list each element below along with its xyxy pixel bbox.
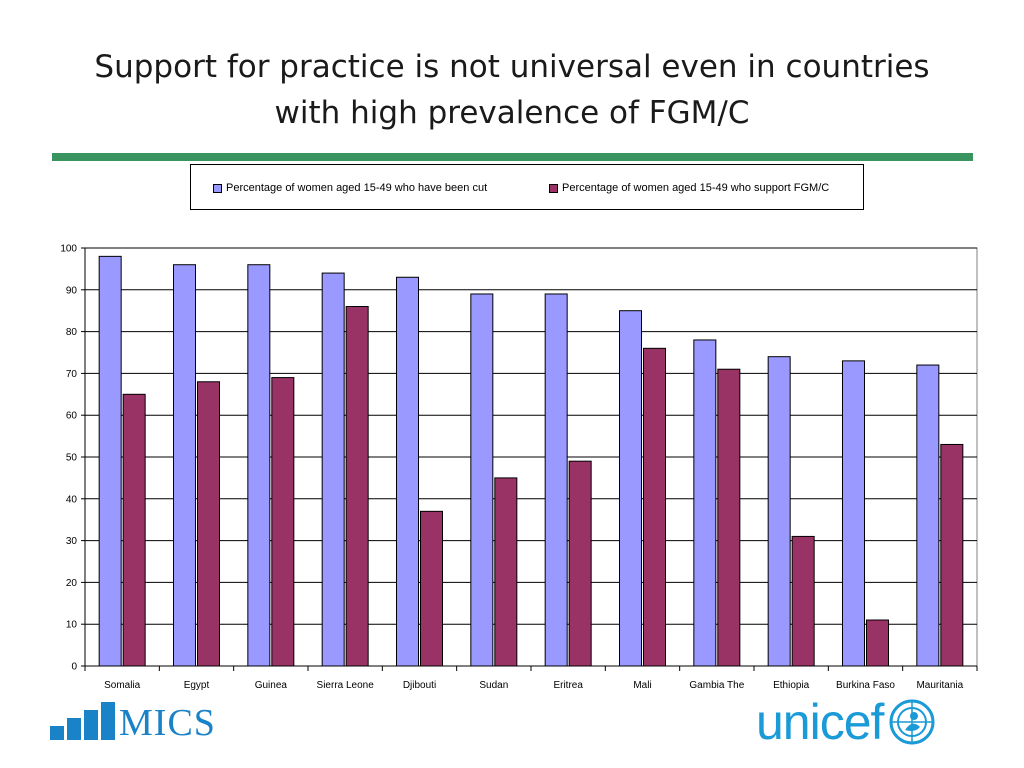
y-tick-label: 10 [66,620,78,631]
bar-support [568,460,592,667]
y-tick-label: 60 [66,411,78,422]
y-tick-label: 0 [71,662,77,673]
slide-title-line-2: with high prevalence of FGM/C [274,95,750,131]
bar-cut [544,293,568,667]
y-tick-label: 90 [66,285,78,296]
bar-support [940,443,964,667]
bar-support [197,381,220,667]
bar-cut [767,356,791,667]
legend-swatch-cut [213,183,222,193]
bar-cut [619,310,642,667]
x-category-label: Mauritania [916,680,963,691]
chart-legend: Percentage of women aged 15-49 who have … [190,164,864,210]
y-tick-label: 80 [66,327,78,338]
y-tick-label: 70 [66,369,78,380]
legend-label-cut: Percentage of women aged 15-49 who have … [226,182,488,194]
bar-cut [247,264,271,667]
x-category-label: Guinea [255,680,288,691]
bar-support [494,477,518,667]
mics-bars-icon [50,702,115,740]
bar-cut [842,360,865,667]
x-category-label: Somalia [104,680,141,691]
y-tick-label: 100 [60,244,77,255]
slide-title-line-1: Support for practice is not universal ev… [94,49,930,85]
x-category-label: Mali [633,680,651,691]
x-category-label: Burkina Faso [836,680,895,691]
legend-item-cut: Percentage of women aged 15-49 who have … [213,182,487,194]
bar-cut [396,276,419,667]
legend-label-support: Percentage of women aged 15-49 who suppo… [562,182,830,194]
x-category-label: Eritrea [553,680,583,691]
x-category-label: Djibouti [403,680,436,691]
x-category-label: Egypt [184,680,210,691]
bar-support [791,535,815,667]
bar-support [717,368,741,667]
bar-cut [916,364,940,667]
unicef-logo: unicef [756,694,937,750]
legend-swatch-support [549,183,558,193]
mics-logo: MICS [50,698,216,744]
slide-title: Support for practice is not universal ev… [40,44,984,136]
y-tick-label: 50 [66,453,78,464]
bar-support [866,619,889,667]
bar-support [122,393,146,667]
bar-support [420,510,443,667]
bar-cut [470,293,494,667]
unicef-emblem-icon [889,699,935,745]
x-category-label: Ethiopia [773,680,810,691]
bar-support [271,377,295,667]
y-tick-label: 20 [66,578,78,589]
bar-support [345,306,369,667]
bar-cut [173,264,196,667]
bar-cut [693,339,717,667]
bar-cut [321,272,345,667]
legend-item-support: Percentage of women aged 15-49 who suppo… [549,182,829,194]
x-category-label: Sierra Leone [317,680,375,691]
title-divider [52,153,973,161]
x-category-label: Sudan [479,680,508,691]
x-category-label: Gambia The [689,680,744,691]
bar-cut [98,255,122,667]
bar-support [643,347,666,667]
unicef-logo-text: unicef [756,694,884,750]
y-tick-label: 30 [66,536,78,547]
y-tick-label: 40 [66,494,78,505]
mics-logo-text: MICS [119,702,216,744]
